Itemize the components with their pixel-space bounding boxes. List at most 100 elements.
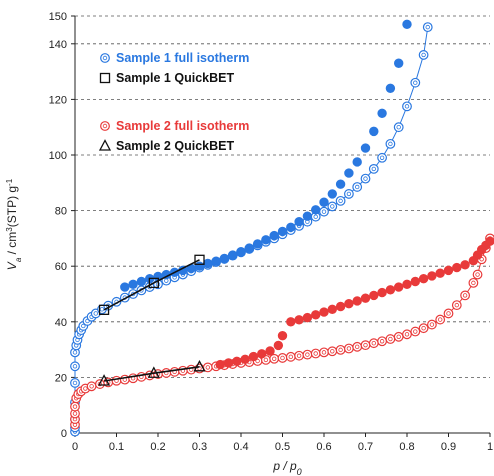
data-point xyxy=(443,265,454,276)
data-point-ring xyxy=(393,331,404,342)
data-point xyxy=(302,349,313,360)
data-point-core xyxy=(255,358,260,364)
x-tick-label: 0.8 xyxy=(399,441,414,453)
data-point xyxy=(294,350,305,361)
data-point xyxy=(286,317,296,327)
data-point-core xyxy=(438,317,443,322)
data-point xyxy=(410,276,421,287)
y-tick-label: 20 xyxy=(55,372,67,384)
data-point-ring xyxy=(418,323,429,334)
tick-labels: 0 0.1 0.2 0.3 0.4 0.5 0.6 0.7 0.8 0.9 1 0 20 40 60 80 10… xyxy=(49,11,493,453)
data-point xyxy=(319,307,329,317)
data-point xyxy=(418,323,429,334)
data-point xyxy=(460,290,471,301)
data-point-core xyxy=(321,209,327,214)
data-point-core xyxy=(330,204,335,209)
data-point xyxy=(472,269,483,280)
x-tick-label: 0.2 xyxy=(150,441,165,453)
data-point-core xyxy=(338,347,343,353)
data-point xyxy=(335,195,346,206)
data-point xyxy=(435,314,446,325)
data-point xyxy=(335,344,346,355)
data-point xyxy=(377,336,388,347)
data-point xyxy=(277,226,288,237)
data-point-ring xyxy=(319,347,329,358)
data-point-core xyxy=(89,384,94,389)
data-point xyxy=(394,58,404,68)
data-point xyxy=(368,338,379,349)
data-point xyxy=(286,222,296,232)
data-point-core xyxy=(379,155,385,160)
data-point xyxy=(136,276,147,287)
y-tick-label: 100 xyxy=(49,150,67,162)
data-point xyxy=(97,374,111,386)
series-1 xyxy=(120,19,412,292)
data-point xyxy=(161,368,172,378)
data-point-ring xyxy=(377,152,388,163)
data-point xyxy=(402,19,412,30)
data-point-core xyxy=(330,349,335,354)
series-4 xyxy=(215,236,494,370)
data-point xyxy=(120,282,130,292)
data-point-ring xyxy=(418,50,429,60)
x-tick-label: 0.9 xyxy=(441,441,456,453)
data-point-core xyxy=(404,332,410,337)
data-point-ring xyxy=(285,351,296,362)
data-point-ring xyxy=(277,353,288,363)
data-point xyxy=(377,108,387,119)
data-point xyxy=(193,359,206,372)
data-point-ring xyxy=(422,22,433,33)
data-point-core xyxy=(272,356,277,361)
data-point xyxy=(269,230,279,241)
data-point-core xyxy=(363,176,368,181)
y-tick-label: 120 xyxy=(49,94,67,106)
y-tick-label: 140 xyxy=(49,39,67,51)
data-point-core xyxy=(72,350,78,355)
legend-marker-core xyxy=(102,55,108,61)
data-point xyxy=(427,271,437,281)
data-point xyxy=(335,301,346,312)
data-point xyxy=(70,401,80,412)
data-point-core xyxy=(205,365,210,370)
data-point-ring xyxy=(70,401,80,412)
data-point-core xyxy=(83,386,88,391)
data-point-core xyxy=(81,323,86,329)
data-point xyxy=(70,378,80,388)
data-point xyxy=(352,182,363,192)
data-point-core xyxy=(72,380,78,386)
data-point xyxy=(402,329,412,340)
series-line xyxy=(74,27,429,432)
data-point xyxy=(385,285,396,295)
data-point xyxy=(232,356,242,366)
data-point xyxy=(344,189,354,199)
data-point-core xyxy=(355,184,360,190)
data-point-ring xyxy=(161,368,172,378)
data-point xyxy=(261,235,271,245)
legend-item: Sample 2 QuickBET xyxy=(98,139,234,153)
data-point xyxy=(148,277,160,289)
data-point-ring xyxy=(327,346,338,357)
data-point xyxy=(377,287,387,298)
data-point-ring xyxy=(410,77,421,88)
data-point xyxy=(70,361,80,372)
data-point-core xyxy=(462,293,468,298)
data-point-ring xyxy=(177,365,188,376)
data-point-core xyxy=(338,198,343,204)
data-point xyxy=(98,304,110,315)
data-point-ring xyxy=(344,189,354,199)
data-point-ring xyxy=(111,375,122,386)
data-point xyxy=(211,256,221,266)
data-point xyxy=(402,279,412,289)
data-point-core xyxy=(413,80,418,85)
data-point-ring xyxy=(169,366,180,377)
data-point-ring xyxy=(294,350,305,361)
data-point xyxy=(451,300,462,311)
x-tick-label: 0.7 xyxy=(358,441,373,453)
data-point-core xyxy=(425,24,430,30)
data-point-core xyxy=(72,364,78,369)
data-point xyxy=(194,261,205,271)
data-point xyxy=(294,315,304,325)
data-point xyxy=(177,365,188,376)
data-point xyxy=(393,122,404,133)
data-point-core xyxy=(388,141,393,147)
